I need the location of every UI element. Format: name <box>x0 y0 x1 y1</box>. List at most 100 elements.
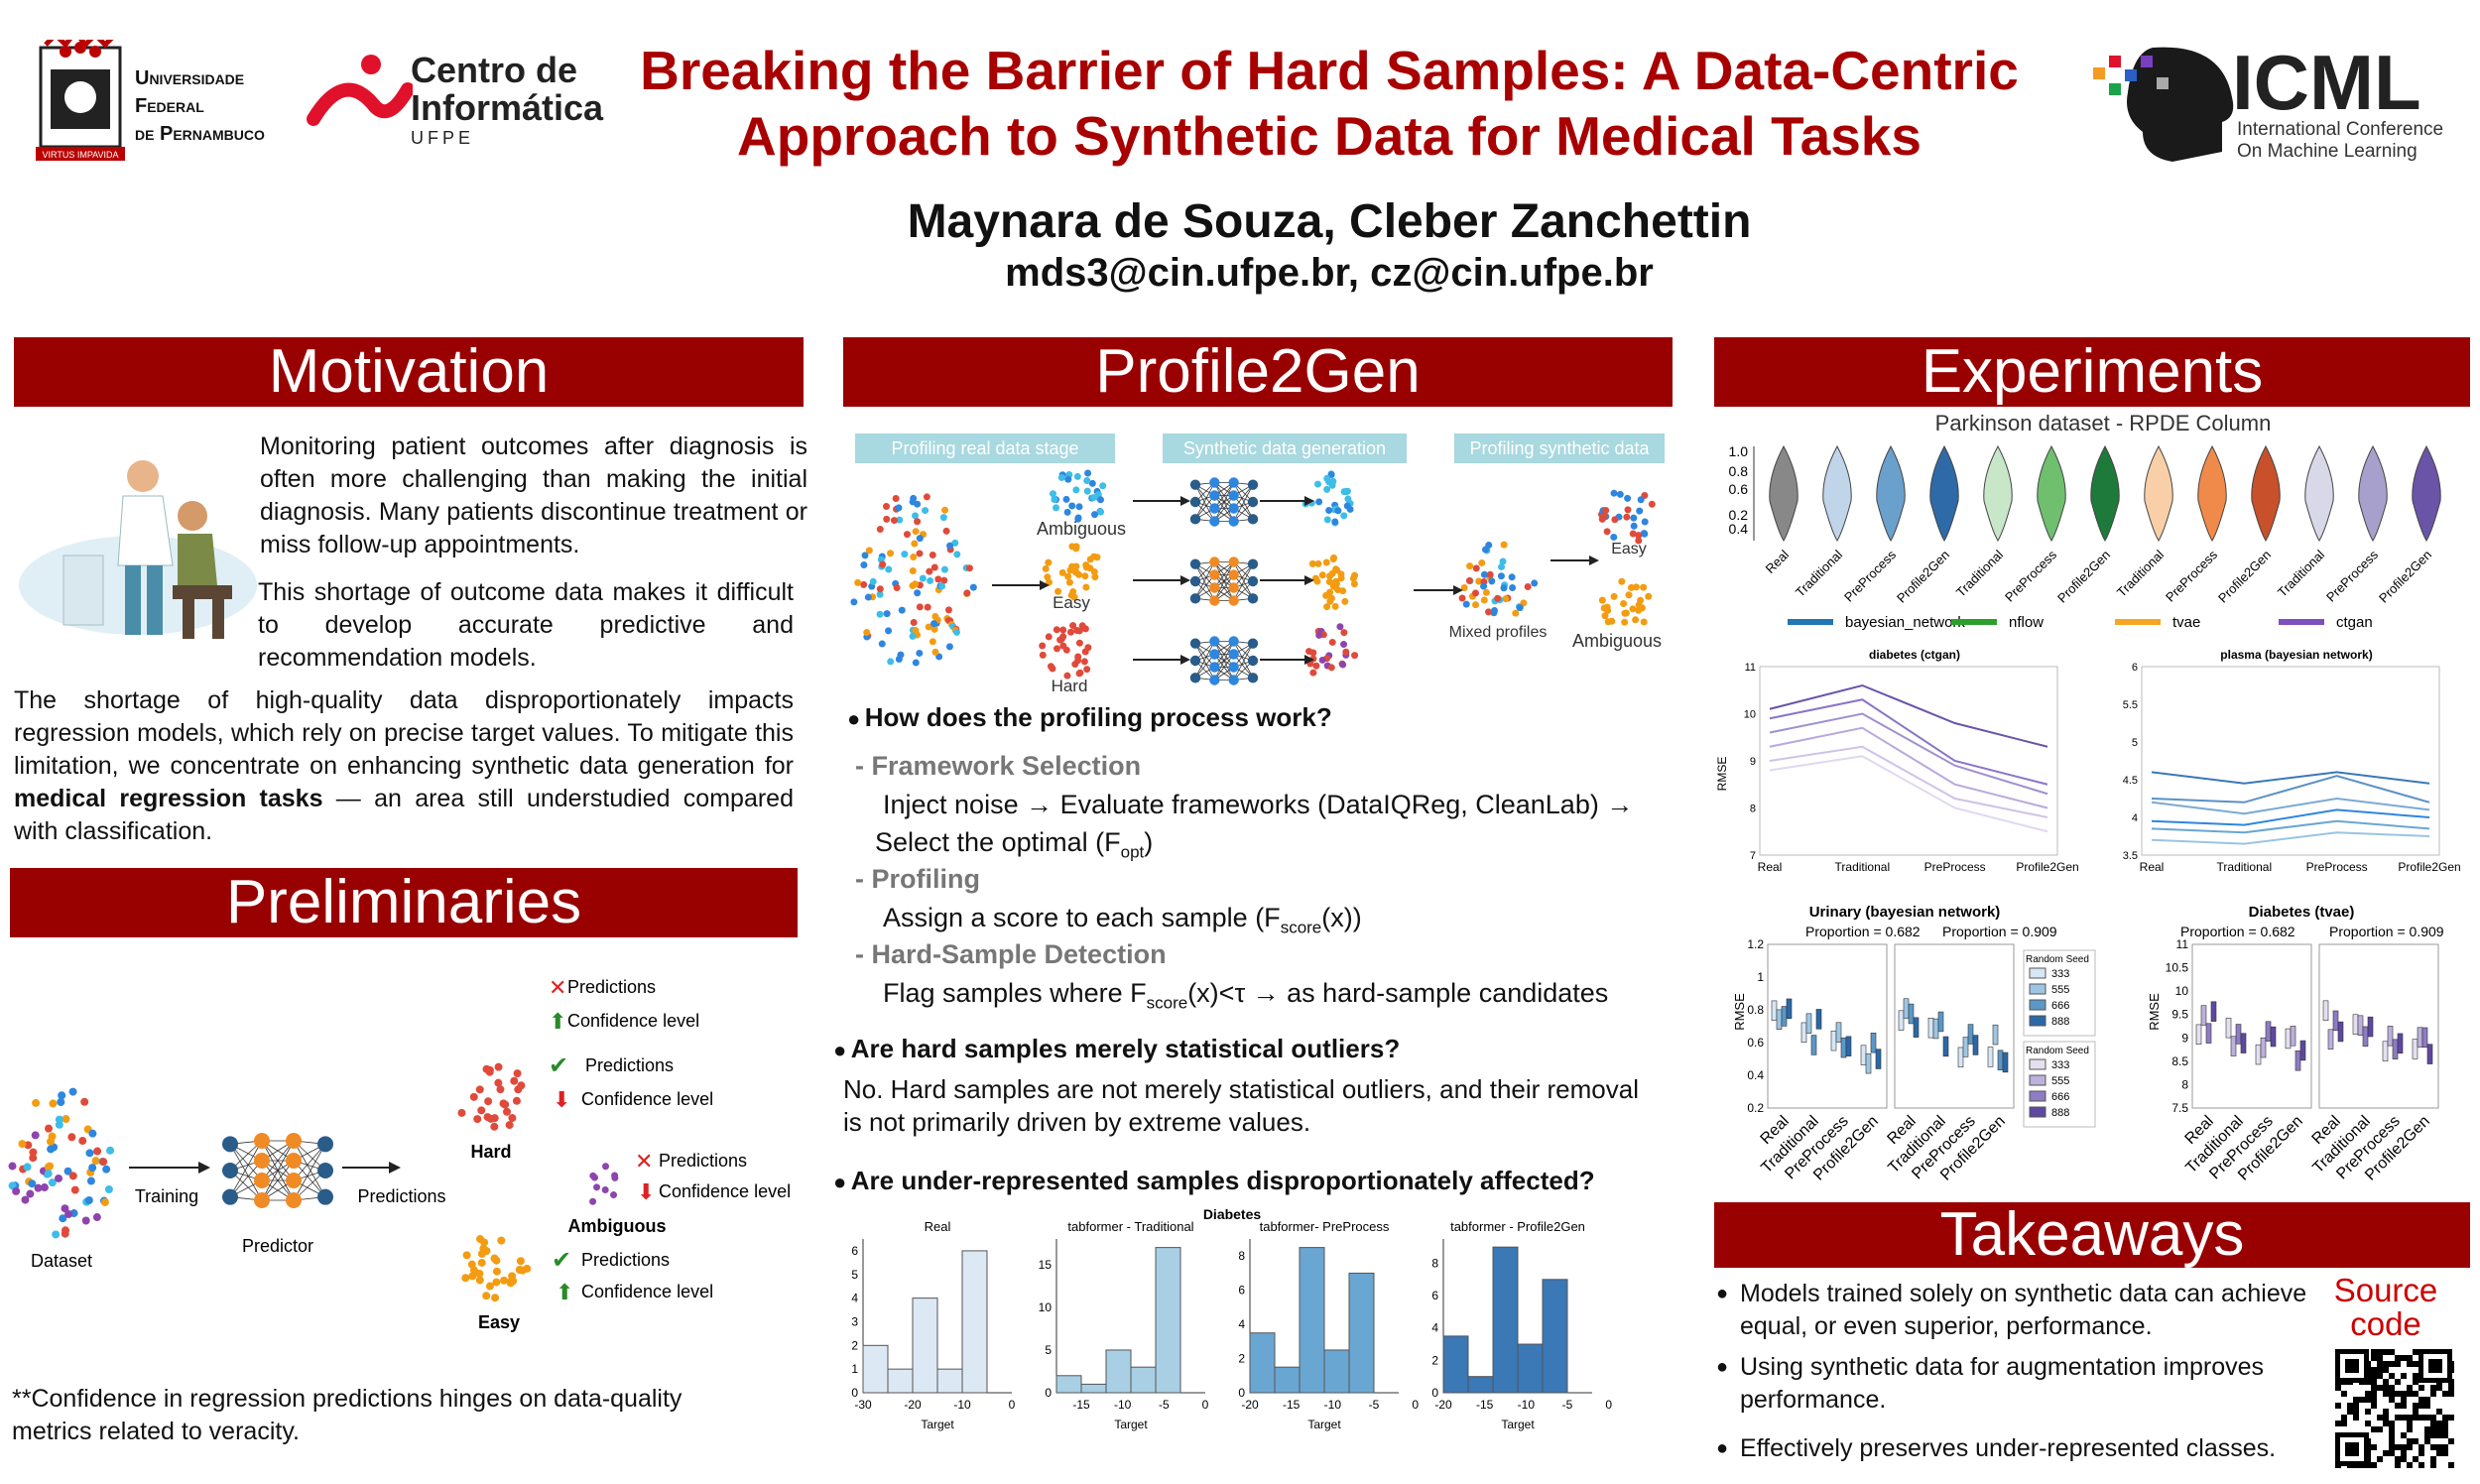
emails: mds3@cin.ufpe.br, cz@cin.ufpe.br <box>1005 251 1654 295</box>
hist-ytick: 0 <box>1045 1386 1052 1400</box>
line-series <box>1769 745 2048 818</box>
cloud-dot <box>1097 508 1105 516</box>
box-mark <box>1937 1011 1944 1033</box>
takeaway-3: ● Effectively preserves under-represente… <box>1716 1432 2331 1465</box>
net-node <box>1189 514 1201 525</box>
qr-module <box>2383 1450 2389 1456</box>
cloud-dot <box>100 1197 109 1206</box>
line1-ylabel: RMSE <box>1716 757 1729 792</box>
net-node <box>286 1133 302 1149</box>
fs-line2-a: Select the optimal (F <box>875 827 1121 857</box>
line-series <box>1769 698 2048 786</box>
qr-module <box>2448 1462 2454 1468</box>
title-line1: Breaking the Barrier of Hard Samples: A … <box>640 40 2019 101</box>
box-mark <box>1898 1010 1905 1031</box>
hist-bar <box>1542 1279 1568 1394</box>
cloud-dot <box>1072 486 1080 494</box>
cloud-dot <box>61 1229 69 1238</box>
fs-line2-b: ) <box>1144 827 1154 857</box>
qr-module <box>2418 1415 2424 1421</box>
cloud-dot <box>514 1085 523 1094</box>
cloud-dot <box>1049 490 1056 498</box>
profile2gen-pipeline-diagram: Ambiguous Easy Hard Mixed profiles Easy … <box>850 469 1662 695</box>
hist-bar <box>1467 1376 1494 1394</box>
net-node <box>1247 575 1259 587</box>
qr-module <box>2430 1456 2436 1462</box>
qr-module <box>2424 1426 2430 1432</box>
q3-text: Are under-represented samples disproport… <box>850 1166 1595 1195</box>
qr-module <box>2377 1426 2383 1432</box>
cloud-dot <box>492 1278 501 1287</box>
qr-module <box>2395 1391 2401 1397</box>
cloud-dot <box>80 1097 89 1106</box>
q2-row: ● Are hard samples merely statistical ou… <box>833 1034 1400 1064</box>
hist-xlabel: Target <box>1307 1418 1341 1431</box>
motivation-p2: This shortage of outcome data makes it d… <box>258 578 794 672</box>
prof-b: (x)) <box>1321 903 1362 932</box>
net-node <box>222 1136 238 1153</box>
box-mark <box>2357 1015 2364 1036</box>
box-chart-diabetes: Diabetes (tvae) Proportion = 0.682 Propo… <box>2147 904 2444 1180</box>
net-node <box>1247 673 1259 683</box>
line-series <box>2151 808 2430 826</box>
box-mark <box>1776 1009 1783 1030</box>
qr-module <box>2371 1391 2377 1397</box>
net-edge <box>1194 561 1215 599</box>
cloud-dot <box>1610 533 1618 541</box>
cloud-dot <box>940 576 948 584</box>
net-node <box>1228 649 1239 660</box>
cloud-dot <box>1083 477 1091 485</box>
net-node <box>254 1173 270 1188</box>
cin-logo: Centro de Informática UFPE <box>304 50 621 149</box>
box-mark <box>1987 1047 1994 1067</box>
cloud-dot <box>92 1213 101 1222</box>
ufpe-logo: VIRTUS IMPAVIDA Universidade Federal de … <box>36 27 284 169</box>
cloud-dot <box>1640 583 1648 591</box>
qr-module <box>2442 1432 2448 1438</box>
cloud-dot <box>876 526 884 534</box>
box-ytick: 8 <box>2181 1077 2188 1091</box>
violin-xtick: Traditional <box>2114 547 2167 599</box>
violin-shape <box>2144 444 2173 542</box>
qr-module <box>2442 1444 2448 1450</box>
hist-xtick: -10 <box>953 1398 971 1412</box>
cloud-dot <box>929 638 936 646</box>
easy-label: Easy <box>478 1312 520 1332</box>
qr-module <box>2430 1415 2436 1421</box>
cloud-dot <box>593 1183 601 1191</box>
line-series <box>2151 775 2430 804</box>
qr-module <box>2401 1373 2407 1379</box>
qr-module <box>2442 1426 2448 1432</box>
cloud-dot <box>883 610 891 618</box>
cloud-dot <box>864 593 872 601</box>
hist-bar <box>1348 1272 1375 1394</box>
qr-module <box>2418 1450 2424 1456</box>
cloud-dot <box>1500 584 1508 592</box>
fs-line2-sub: opt <box>1120 842 1145 862</box>
qr-module <box>2371 1426 2377 1432</box>
net-edge <box>293 1160 326 1197</box>
qr-module <box>2353 1409 2359 1415</box>
q1-text: How does the profiling process work? <box>864 702 1332 732</box>
qr-module <box>2424 1438 2430 1444</box>
doctor-patient-illustration <box>19 460 257 639</box>
cloud-dot <box>1604 618 1612 626</box>
cross-icon: ✕ <box>549 975 566 1000</box>
box-legend-label: 555 <box>2051 984 2069 996</box>
box-mark <box>2205 1023 2212 1044</box>
qr-code-icon[interactable] <box>2333 1347 2454 1468</box>
box-ytick: 0.8 <box>1747 1003 1764 1017</box>
qr-module <box>2371 1462 2377 1468</box>
cloud-dot <box>1042 564 1050 572</box>
cloud-dot <box>1099 482 1107 490</box>
cloud-dot <box>1635 537 1643 545</box>
cloud-dot <box>854 578 862 586</box>
cloud-dot <box>523 1264 532 1273</box>
cloud-dot <box>893 584 901 592</box>
qr-module <box>2401 1432 2407 1438</box>
net-node <box>1228 490 1239 501</box>
pipeline-arrowhead <box>1180 575 1190 585</box>
hist-bar <box>1442 1335 1469 1394</box>
qr-module <box>2371 1397 2377 1403</box>
qr-module <box>2377 1367 2383 1373</box>
